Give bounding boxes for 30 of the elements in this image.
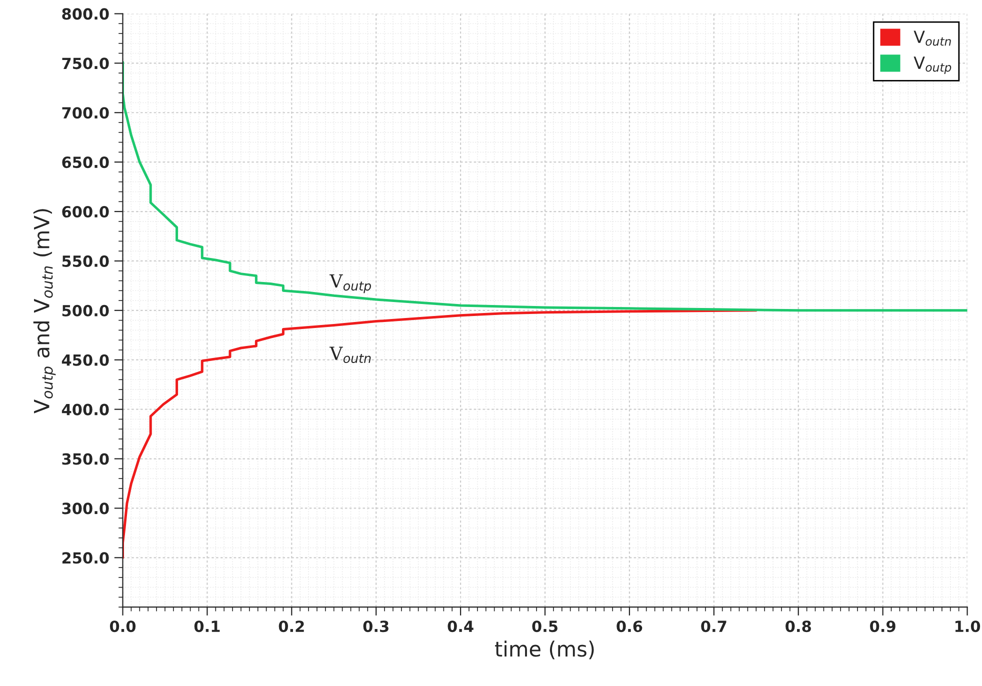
x-tick-label: 0.1 [194,620,220,632]
annotation: V$_{outn}$ [329,346,371,364]
x-tick-label: 0.6 [616,620,642,632]
x-tick-label: 1.0 [955,620,980,632]
y-tick-label: 300.0 [62,502,109,514]
y-tick-label: 350.0 [62,453,109,465]
x-tick-label: 0.4 [448,620,474,632]
y-tick-label: 450.0 [62,354,109,366]
x-tick-label: 0.5 [532,620,558,632]
y-tick-label: 750.0 [62,58,109,70]
x-tick-label: 0.8 [786,620,811,632]
line-series [122,309,758,559]
annotation: V$_{outp}$ [329,274,372,294]
y-tick-label: 800.0 [62,8,109,20]
y-tick-label: 550.0 [62,255,109,267]
x-tick-label: 0.2 [278,620,304,632]
legend-label: V$_{outn}$ [914,30,951,46]
y-tick-label: 600.0 [62,206,109,218]
x-tick-label: 0.7 [701,620,726,632]
y-tick-label: 650.0 [62,156,109,168]
x-tick-label: 0.3 [363,620,388,632]
legend-label: V$_{outp}$ [914,56,952,74]
y-tick-label: 500.0 [62,304,109,316]
y-tick-label: 400.0 [62,404,109,416]
x-axis-title: time (ms) [495,640,594,660]
y-tick-label: 250.0 [62,552,109,564]
x-tick-label: 0.0 [110,620,136,632]
x-tick-label: 0.9 [870,620,896,632]
y-axis-title: V$_{outp}$ and V$_{outn}$ (mV) [33,209,56,414]
y-tick-label: 700.0 [62,107,109,119]
